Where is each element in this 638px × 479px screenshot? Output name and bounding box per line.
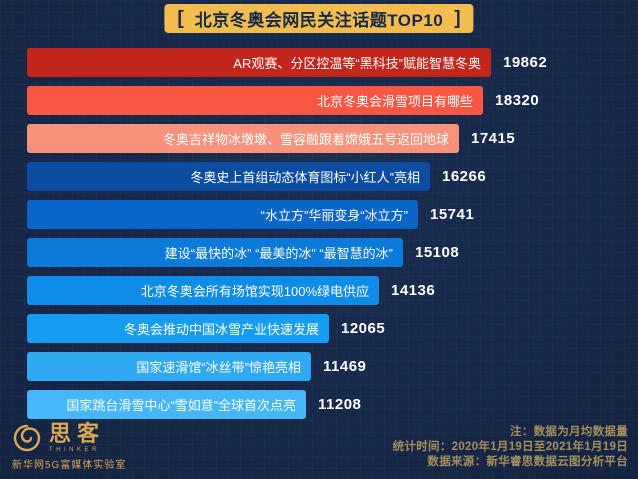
bar-row: AR观赛、分区控温等“黑科技”赋能智慧冬奥 19862: [27, 48, 547, 77]
bar-label: 国家速滑馆“冰丝带”惊艳亮相: [136, 360, 301, 375]
logo-org-name: 新华网5G富媒体实验室: [12, 460, 127, 471]
bar-label: 建设“最快的冰” “最美的冰” “最智慧的冰”: [164, 246, 393, 261]
bar: 冬奥会推动中国冰雪产业快速发展: [27, 314, 329, 343]
bar: 建设“最快的冰” “最美的冰” “最智慧的冰”: [27, 238, 403, 267]
bar: AR观赛、分区控温等“黑科技”赋能智慧冬奥: [27, 48, 491, 77]
page-title: 北京冬奥会网民关注话题TOP10: [194, 11, 444, 30]
bar-value: 19862: [503, 54, 548, 71]
footer-notes: 注：数据为月均数据量 统计时间：2020年1月19日至2021年1月19日 数据…: [393, 425, 628, 470]
bar-value: 11469: [323, 358, 367, 375]
bar-value: 14136: [391, 282, 436, 299]
chart-title-box: [ 北京冬奥会网民关注话题TOP10 ]: [164, 4, 474, 33]
bar: 国家速滑馆“冰丝带”惊艳亮相: [27, 352, 311, 381]
bar-label: 冬奥吉祥物冰墩墩、雪容融跟着嫦娥五号返回地球: [162, 132, 449, 147]
bar-label: 冬奥会推动中国冰雪产业快速发展: [123, 322, 319, 337]
title-bracket-right: ]: [454, 8, 461, 29]
note-line-data-source: 数据来源：新华睿思数据云图分析平台: [427, 456, 628, 468]
bar-row: 国家速滑馆“冰丝带”惊艳亮相 11469: [27, 352, 547, 381]
brand-logo: 思客 THINKER 新华网5G富媒体实验室: [12, 422, 126, 471]
bar-value: 15108: [415, 244, 460, 261]
bar: 北京冬奥会所有场馆实现100%绿电供应: [27, 276, 379, 305]
bar-row: 冬奥吉祥物冰墩墩、雪容融跟着嫦娥五号返回地球 17415: [27, 124, 547, 153]
note-line-data-type: 注：数据为月均数据量: [510, 426, 628, 438]
bar-row: 冬奥史上首组动态体育图标“小红人”亮相 16266: [27, 162, 547, 191]
bar-row: 北京冬奥会滑雪项目有哪些 18320: [27, 86, 547, 115]
bar-row: 建设“最快的冰” “最美的冰” “最智慧的冰” 15108: [27, 238, 547, 267]
bar-value: 18320: [495, 92, 540, 109]
bar: 冬奥吉祥物冰墩墩、雪容融跟着嫦娥五号返回地球: [27, 124, 459, 153]
brand-subtitle: THINKER: [49, 447, 100, 453]
bar-value: 12065: [341, 320, 386, 337]
bar-label: 北京冬奥会滑雪项目有哪些: [316, 94, 473, 109]
bar-value: 15741: [430, 206, 475, 223]
bar-row: “水立方”华丽变身“冰立方” 15741: [27, 200, 547, 229]
brand-text-block: 思客 THINKER: [49, 422, 105, 453]
bar-label: 冬奥史上首组动态体育图标“小红人”亮相: [190, 170, 420, 185]
bar-label: 国家跳台滑雪中心“雪如意”全球首次点亮: [66, 398, 296, 413]
bar: “水立方”华丽变身“冰立方”: [27, 200, 418, 229]
bar: 国家跳台滑雪中心“雪如意”全球首次点亮: [27, 390, 306, 419]
bar-row: 北京冬奥会所有场馆实现100%绿电供应 14136: [27, 276, 547, 305]
title-bracket-left: [: [177, 8, 184, 29]
bar-row: 国家跳台滑雪中心“雪如意”全球首次点亮 11208: [27, 390, 547, 419]
note-line-time-range: 统计时间：2020年1月19日至2021年1月19日: [392, 441, 628, 453]
bar-label: “水立方”华丽变身“冰立方”: [260, 208, 408, 223]
bar-value: 16266: [442, 168, 487, 185]
bar-label: 北京冬奥会所有场馆实现100%绿电供应: [140, 284, 369, 299]
bar-value: 11208: [318, 396, 362, 413]
bar-row: 冬奥会推动中国冰雪产业快速发展 12065: [27, 314, 547, 343]
bar-value: 17415: [471, 130, 516, 147]
brand-name: 思客: [49, 421, 106, 447]
spiral-thinker-icon: [13, 424, 41, 451]
bar-label: AR观赛、分区控温等“黑科技”赋能智慧冬奥: [233, 56, 481, 71]
bar-chart: AR观赛、分区控温等“黑科技”赋能智慧冬奥 19862 北京冬奥会滑雪项目有哪些 18…: [27, 48, 547, 428]
bar: 北京冬奥会滑雪项目有哪些: [27, 86, 483, 115]
bar: 冬奥史上首组动态体育图标“小红人”亮相: [27, 162, 430, 191]
